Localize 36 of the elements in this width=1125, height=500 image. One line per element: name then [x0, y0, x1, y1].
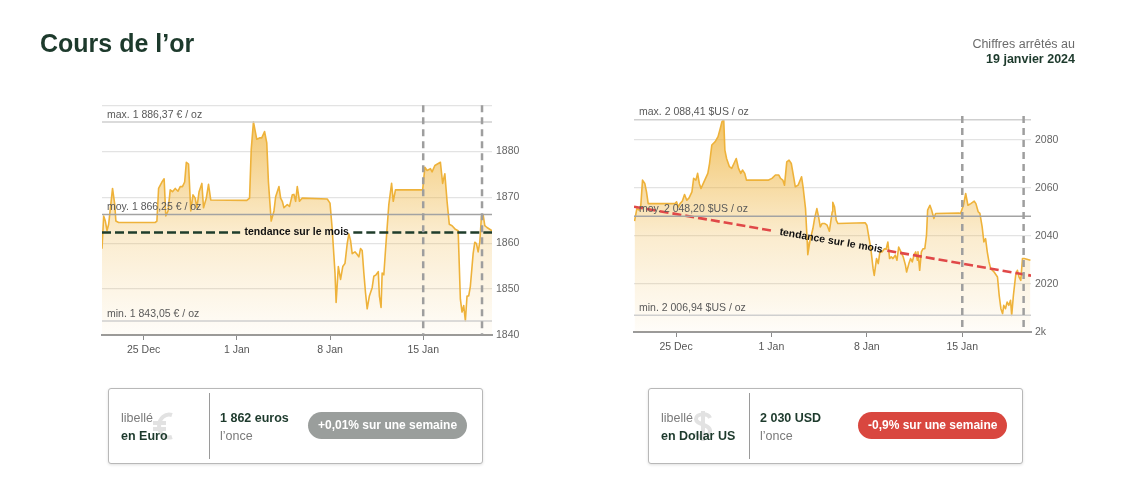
text: l’once: [220, 429, 253, 444]
text: l’once: [760, 429, 793, 444]
x-tick-label: 1 Jan: [223, 343, 250, 356]
ref-line-label: max. 2 088,41 $US / oz: [639, 105, 749, 118]
y-tick-label: 2020: [1035, 276, 1059, 289]
y-tick-label: 1860: [496, 236, 520, 249]
y-tick-label: 1880: [496, 144, 520, 157]
x-tick-label: 15 Jan: [407, 343, 440, 356]
y-tick-label: 1850: [496, 281, 520, 294]
y-tick-label: 2040: [1035, 228, 1059, 241]
ref-line-label: min. 2 006,94 $US / oz: [639, 300, 746, 313]
y-tick-label: 2k: [1035, 324, 1047, 337]
text: Cours de l’or: [40, 29, 195, 58]
ref-line-label: max. 1 886,37 € / oz: [107, 107, 203, 120]
text: Chiffres arrêtés au: [972, 37, 1075, 52]
text: libellé: [121, 411, 153, 426]
text: libellé: [661, 411, 693, 426]
text: 2 030 USD: [760, 411, 822, 426]
badge-pill: +0,01% sur une semaine: [308, 412, 468, 439]
x-tick-label: 25 Dec: [126, 343, 161, 356]
text: en Euro: [121, 429, 168, 444]
y-tick-label: 2060: [1035, 180, 1059, 193]
badge-pill: -0,9% sur une semaine: [858, 412, 1008, 439]
x-tick-label: 1 Jan: [758, 340, 785, 353]
x-tick-label: 15 Jan: [946, 340, 979, 353]
y-tick-label: 2080: [1035, 132, 1059, 145]
ref-line-label: min. 1 843,05 € / oz: [107, 306, 200, 319]
text: 1 862 euros: [220, 411, 289, 426]
x-tick-label: 8 Jan: [854, 340, 880, 353]
y-tick-label: 1840: [496, 327, 520, 340]
x-tick-label: 8 Jan: [317, 343, 344, 356]
text: en Dollar US: [661, 429, 736, 444]
text: 19 janvier 2024: [986, 52, 1075, 67]
x-tick-label: 25 Dec: [659, 340, 693, 353]
text: tendance sur le mois: [778, 225, 884, 255]
y-tick-label: 1870: [496, 190, 520, 203]
